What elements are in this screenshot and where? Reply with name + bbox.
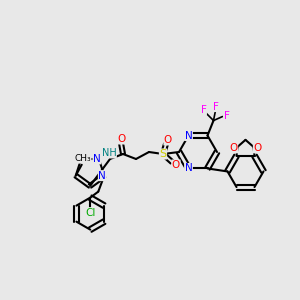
Text: O: O xyxy=(117,134,125,144)
Text: O: O xyxy=(230,143,238,153)
Text: O: O xyxy=(172,160,180,170)
Text: F: F xyxy=(213,101,218,112)
Text: N: N xyxy=(93,154,101,164)
Text: S: S xyxy=(159,149,167,159)
Text: F: F xyxy=(224,110,230,121)
Text: N: N xyxy=(184,164,192,173)
Text: CH₃: CH₃ xyxy=(74,154,91,163)
Text: O: O xyxy=(164,135,172,145)
Text: NH: NH xyxy=(102,148,116,158)
Text: N: N xyxy=(184,130,192,140)
Text: N: N xyxy=(98,171,106,181)
Text: F: F xyxy=(201,104,206,115)
Text: Cl: Cl xyxy=(85,208,95,218)
Text: O: O xyxy=(254,143,262,153)
